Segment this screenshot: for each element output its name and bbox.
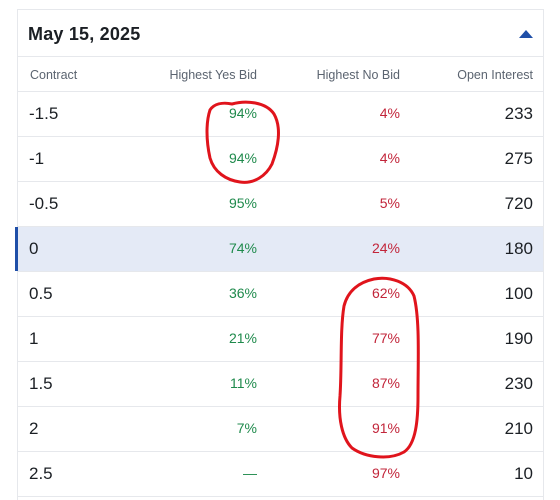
open-interest-value: 210 [504, 419, 533, 438]
contract-value: 2 [29, 419, 39, 438]
contract-value: 0 [29, 239, 39, 258]
open-interest-value: 190 [504, 329, 533, 348]
yes-bid-value[interactable]: 95% [228, 195, 257, 211]
table-row[interactable]: -0.5 95% 5% 720 [18, 182, 543, 227]
open-interest-value: 233 [504, 104, 533, 123]
no-bid-value[interactable]: 91% [371, 420, 400, 436]
yes-bid-value[interactable]: 36% [228, 285, 257, 301]
no-bid-value[interactable]: 77% [371, 330, 400, 346]
open-interest-value: 230 [504, 374, 533, 393]
open-interest-value: 275 [504, 149, 533, 168]
yes-bid-value[interactable]: 94% [228, 105, 257, 121]
contract-value: 1 [29, 329, 39, 348]
table-row[interactable]: 1 21% 77% 190 [18, 317, 543, 362]
contract-value: -0.5 [29, 194, 59, 213]
contract-value: -1.5 [29, 104, 59, 123]
open-interest-value: 720 [504, 194, 533, 213]
no-bid-value[interactable]: 5% [379, 195, 400, 211]
column-contract: Contract [30, 68, 78, 82]
column-highest-no-bid: Highest No Bid [316, 68, 400, 82]
no-bid-value[interactable]: 87% [371, 375, 400, 391]
contract-table: -1.5 94% 4% 233 -1 94% 4% 275 -0.5 95% 5… [15, 92, 543, 497]
yes-bid-value[interactable]: 7% [236, 420, 257, 436]
table-header: Contract Highest Yes Bid Highest No Bid … [18, 57, 543, 92]
market-panel: May 15, 2025 Contract Highest Yes Bid Hi… [15, 9, 544, 500]
table-row[interactable]: -1.5 94% 4% 233 [18, 92, 543, 137]
column-open-interest: Open Interest [457, 68, 533, 82]
table-row[interactable]: 1.5 11% 87% 230 [18, 362, 543, 407]
table-row-selected[interactable]: 0 74% 24% 180 [15, 227, 543, 272]
no-bid-value[interactable]: 62% [371, 285, 400, 301]
no-bid-value[interactable]: 4% [379, 150, 400, 166]
contract-value: 2.5 [29, 464, 53, 483]
yes-bid-value[interactable]: 94% [228, 150, 257, 166]
no-bid-value[interactable]: 24% [371, 240, 400, 256]
yes-bid-value[interactable]: — [243, 465, 257, 481]
open-interest-value: 10 [514, 464, 533, 483]
table-row[interactable]: 2 7% 91% 210 [18, 407, 543, 452]
yes-bid-value[interactable]: 74% [228, 240, 257, 256]
table-row[interactable]: -1 94% 4% 275 [18, 137, 543, 182]
market-date: May 15, 2025 [28, 24, 141, 44]
triangle-up-icon[interactable] [517, 27, 535, 39]
column-highest-yes-bid: Highest Yes Bid [169, 68, 257, 82]
yes-bid-value[interactable]: 21% [228, 330, 257, 346]
table-row[interactable]: 0.5 36% 62% 100 [18, 272, 543, 317]
panel-header[interactable]: May 15, 2025 [18, 10, 543, 57]
contract-value: -1 [29, 149, 45, 168]
open-interest-value: 100 [504, 284, 533, 303]
yes-bid-value[interactable]: 11% [230, 375, 257, 391]
contract-value: 1.5 [29, 374, 53, 393]
table-row[interactable]: 2.5 — 97% 10 [18, 452, 543, 497]
open-interest-value: 180 [504, 239, 533, 258]
contract-value: 0.5 [29, 284, 53, 303]
no-bid-value[interactable]: 4% [379, 105, 400, 121]
no-bid-value[interactable]: 97% [371, 465, 400, 481]
